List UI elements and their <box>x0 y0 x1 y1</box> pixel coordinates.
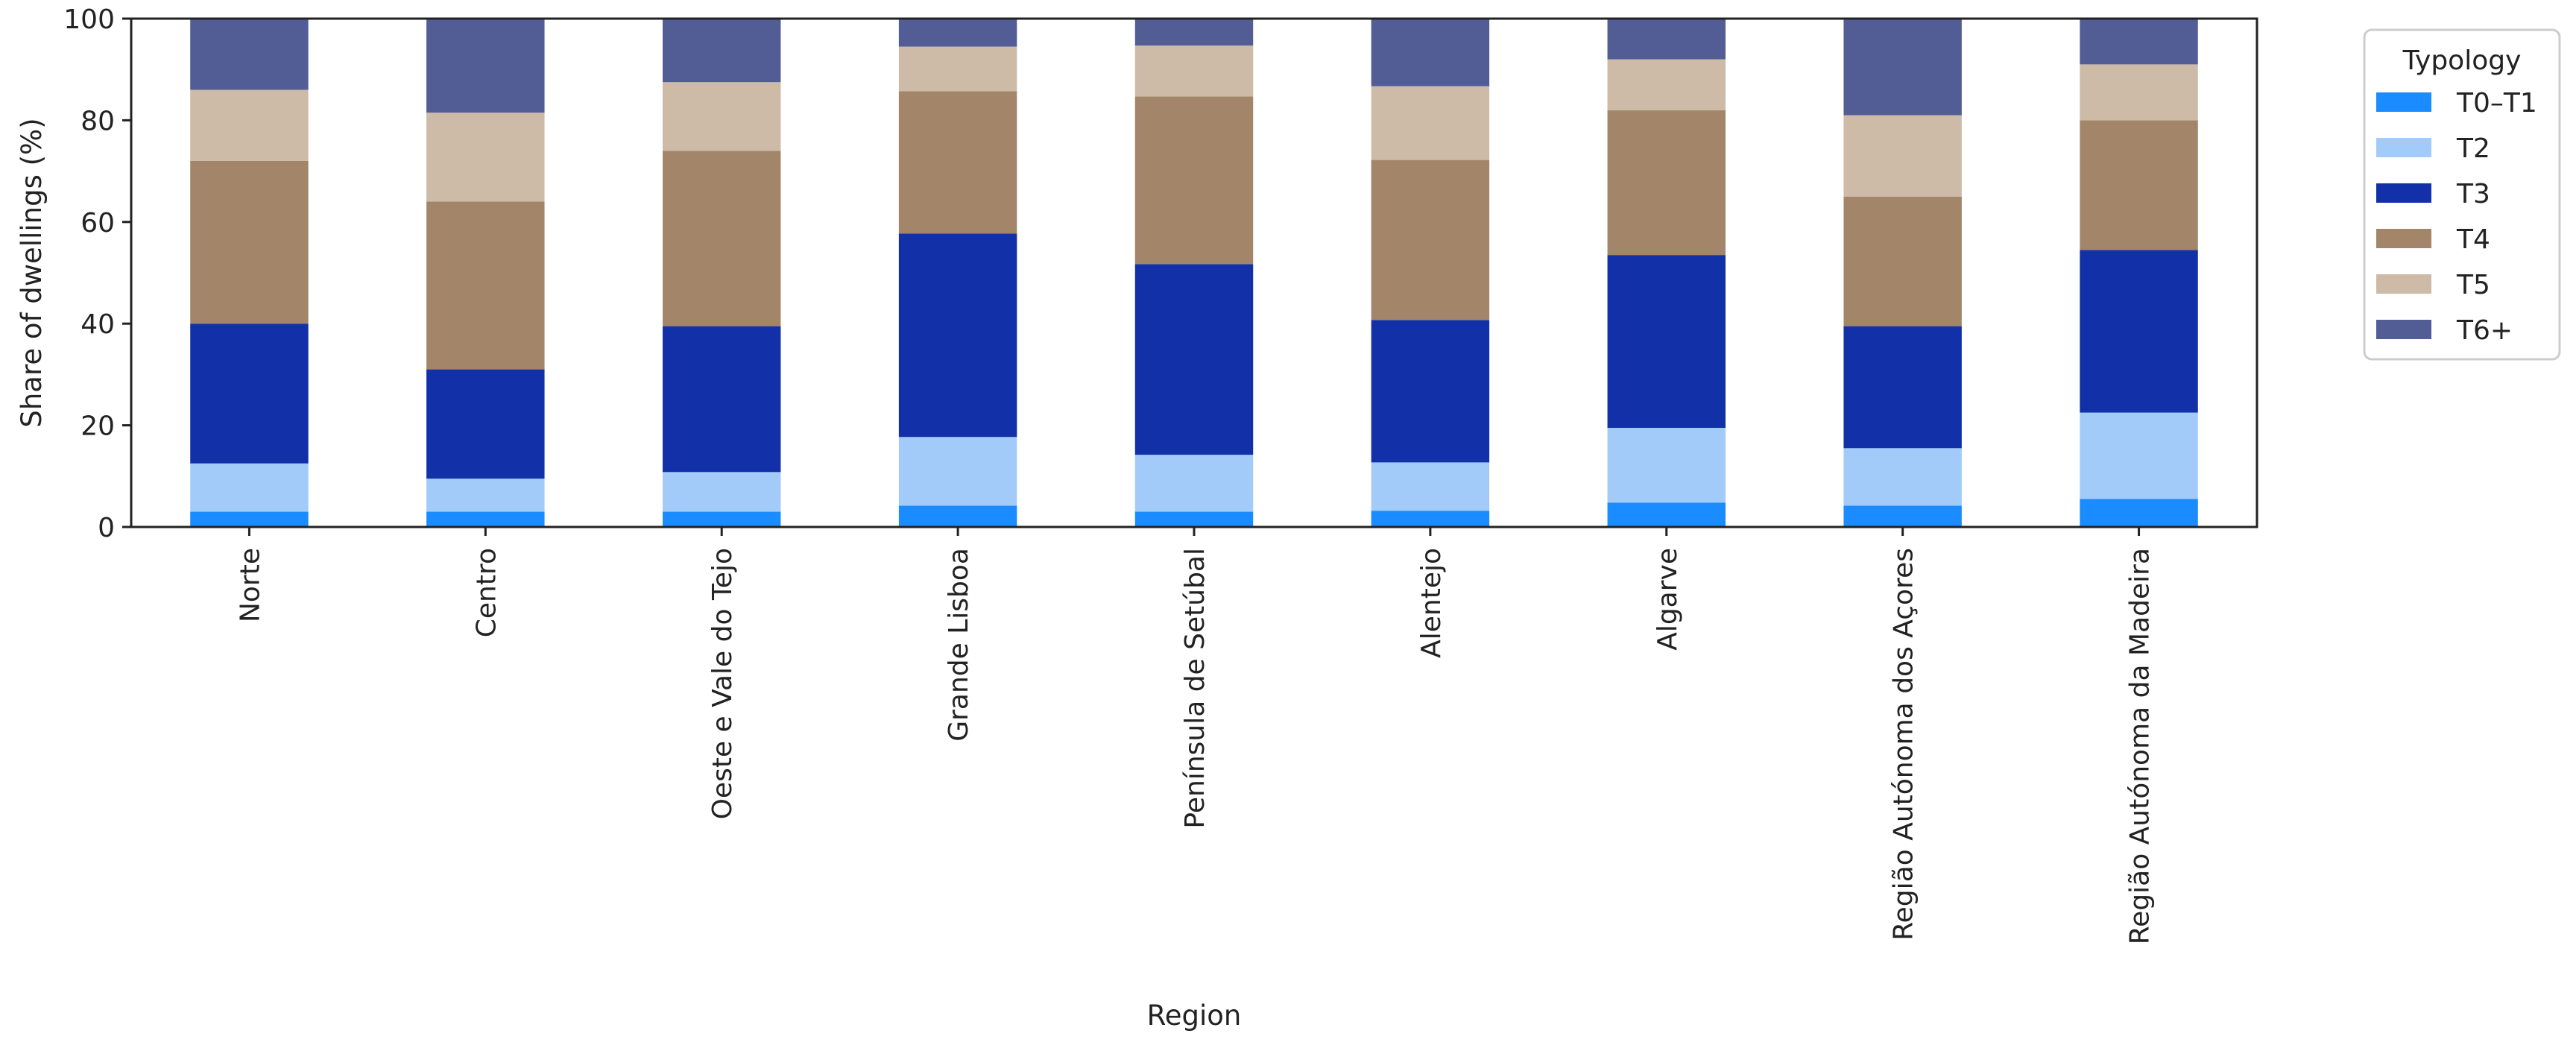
legend-swatch <box>2376 138 2431 157</box>
bar-segment <box>1607 428 1726 503</box>
x-tick-label: Algarve <box>1652 548 1683 651</box>
bar-segment <box>1134 96 1254 265</box>
legend-label: T0–T1 <box>2456 88 2537 119</box>
bar-segment <box>1607 502 1726 527</box>
y-tick-label: 0 <box>98 513 115 543</box>
bar-segment <box>1607 59 1726 110</box>
bar-segment <box>190 19 309 90</box>
x-tick-label: Alentejo <box>1416 548 1447 658</box>
bar-segment <box>2080 19 2198 65</box>
y-axis: 0 20 40 60 80 100 <box>63 4 131 543</box>
bar-segment <box>190 463 309 512</box>
bar-segment <box>1843 196 1962 326</box>
legend-label: T2 <box>2456 133 2490 164</box>
legend-swatch <box>2376 229 2431 248</box>
bar-segment <box>898 437 1017 506</box>
x-tick-label: Oeste e Vale do Tejo <box>707 548 738 819</box>
bar-segment <box>1607 255 1726 429</box>
x-axis: Norte Centro Oeste e Vale do Tejo Grande Li… <box>235 527 2156 944</box>
bar-segment <box>663 326 781 473</box>
x-tick-label: Região Autónoma da Madeira <box>2125 548 2156 944</box>
bar-segment <box>663 472 781 512</box>
bar-segment <box>1134 19 1254 46</box>
bar-segment <box>426 369 545 479</box>
legend-swatch <box>2376 183 2431 203</box>
bar-segment <box>1371 320 1490 463</box>
x-tick-label: Centro <box>471 548 502 637</box>
legend-swatch <box>2376 274 2431 294</box>
bar-segment <box>2080 250 2198 413</box>
bar-segment <box>1843 448 1962 506</box>
bar-segment <box>426 19 545 113</box>
bar-segment <box>1371 19 1490 86</box>
y-tick-label: 80 <box>80 106 115 136</box>
y-tick-label: 60 <box>80 208 115 239</box>
bar-segment <box>1843 115 1962 197</box>
x-tick-label: Península de Setúbal <box>1180 548 1210 829</box>
bar-segment <box>898 19 1017 47</box>
bar-segment <box>1843 19 1962 116</box>
y-axis-title: Share of dwellings (%) <box>16 118 48 427</box>
bar-segment <box>663 82 781 151</box>
bar-segment <box>1371 160 1490 321</box>
x-tick-label: Grande Lisboa <box>944 548 974 742</box>
x-tick-label: Região Autónoma dos Açores <box>1889 548 1919 941</box>
legend-label: T5 <box>2456 270 2490 300</box>
bar-segment <box>898 505 1017 527</box>
bars-layer <box>190 19 2198 527</box>
legend: Typology T0–T1 T2 T3 T4 T5 T6+ <box>2363 28 2561 361</box>
bar-segment <box>898 46 1017 92</box>
y-tick-label: 40 <box>80 309 115 340</box>
bar-segment <box>190 511 309 527</box>
bar-segment <box>1607 110 1726 256</box>
legend-swatch <box>2376 92 2431 112</box>
bar-segment <box>2080 499 2198 527</box>
legend-title: Typology <box>2402 45 2522 76</box>
bar-segment <box>426 479 545 512</box>
bar-segment <box>1134 511 1254 527</box>
bar-segment <box>898 233 1017 438</box>
bar-segment <box>190 323 309 464</box>
legend-swatch <box>2376 320 2431 339</box>
bar-segment <box>426 113 545 202</box>
x-axis-title: Region <box>1147 1000 1242 1032</box>
bar-segment <box>663 511 781 527</box>
legend-label: T4 <box>2456 224 2490 255</box>
bar-segment <box>1134 455 1254 512</box>
bar-segment <box>1371 86 1490 160</box>
bar-segment <box>1371 511 1490 527</box>
bar-segment <box>1134 264 1254 455</box>
y-tick-label: 20 <box>80 411 115 442</box>
x-tick-label: Norte <box>235 548 265 622</box>
bar-segment <box>190 160 309 324</box>
bar-segment <box>1843 326 1962 449</box>
bar-segment <box>426 511 545 527</box>
bar-segment <box>663 151 781 326</box>
bar-segment <box>663 19 781 83</box>
bar-segment <box>2080 412 2198 499</box>
bar-segment <box>190 89 309 161</box>
bar-segment <box>2080 64 2198 121</box>
y-tick-label: 100 <box>63 4 115 35</box>
bar-segment <box>2080 120 2198 250</box>
legend-label: T6+ <box>2456 315 2513 346</box>
bar-segment <box>1607 19 1726 60</box>
bar-segment <box>1371 462 1490 511</box>
bar-segment <box>1134 45 1254 97</box>
bar-segment <box>898 91 1017 234</box>
bar-segment <box>426 201 545 370</box>
bar-segment <box>1843 505 1962 527</box>
legend-label: T3 <box>2456 179 2490 209</box>
